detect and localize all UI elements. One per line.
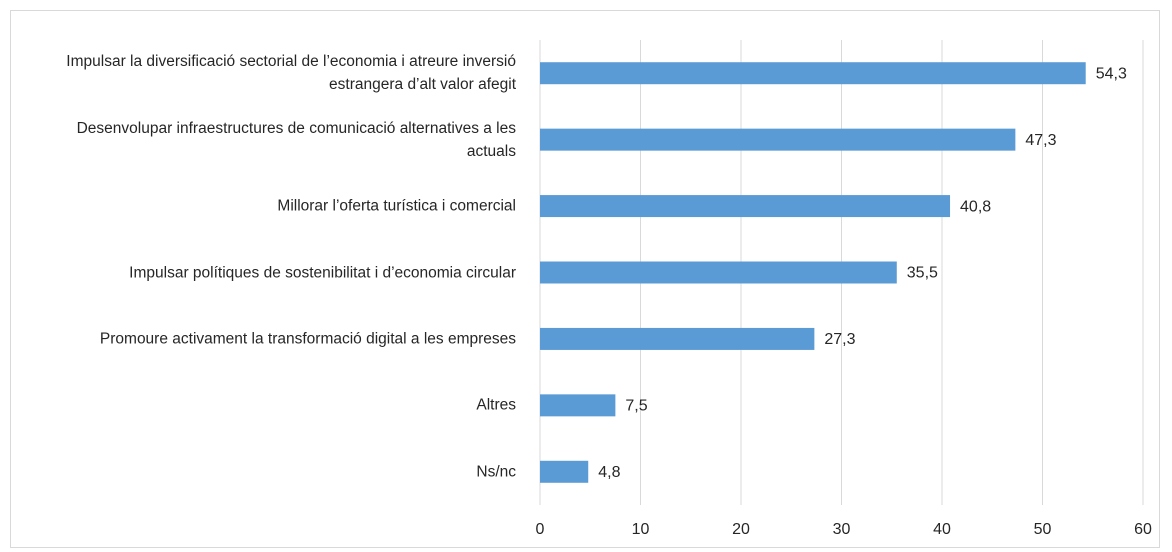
x-tick-label: 20 [732, 521, 750, 538]
bar [540, 195, 951, 218]
value-label: 7,5 [625, 398, 647, 415]
y-tick-label: Millorar l’oferta turística i comercial [277, 197, 516, 215]
y-tick-label: Altres [476, 396, 516, 414]
y-tick-label: Desenvolupar infraestructures de comunic… [76, 119, 516, 160]
x-tick-label: 0 [536, 521, 545, 538]
x-tick-label: 50 [1034, 521, 1052, 538]
x-tick-label: 30 [833, 521, 851, 538]
bar [540, 394, 616, 417]
bar [540, 460, 589, 483]
y-tick-label: Impulsar polítiques de sostenibilitat i … [129, 264, 516, 281]
x-tick-label: 10 [632, 521, 650, 538]
bar [540, 62, 1086, 85]
value-label: 27,3 [824, 331, 855, 348]
bar [540, 261, 897, 284]
bar [540, 128, 1016, 151]
value-label: 40,8 [960, 198, 991, 215]
x-tick-label: 60 [1134, 521, 1152, 538]
value-label: 4,8 [598, 464, 620, 481]
y-tick-label: Promoure activament la transformació dig… [99, 330, 516, 348]
value-label: 47,3 [1025, 132, 1056, 149]
value-label: 54,3 [1096, 65, 1127, 82]
value-label: 35,5 [907, 265, 938, 282]
bar [540, 327, 815, 350]
y-tick-label: Impulsar la diversificació sectorial de … [66, 53, 516, 94]
chart-frame [10, 10, 1160, 548]
y-tick-label: Ns/nc [476, 463, 516, 481]
x-tick-label: 40 [933, 521, 951, 538]
